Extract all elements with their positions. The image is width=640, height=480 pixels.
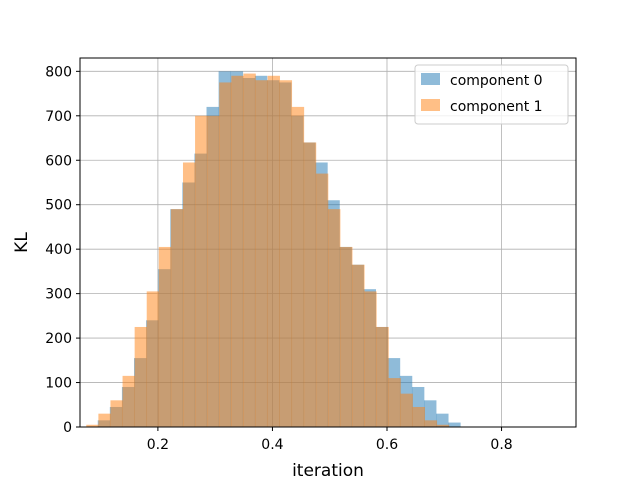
histogram-bar-component-1 [146,291,160,427]
histogram-bar-component-1 [134,326,148,427]
histogram-bar-component-1 [110,400,123,427]
legend: component 0 component 1 [414,64,569,125]
y-tick-label: 100 [45,376,72,392]
histogram-bar-component-1 [315,173,329,427]
y-tick-label: 700 [45,109,72,125]
histogram-bar-component-1 [291,106,305,427]
histogram-bar-component-1 [412,406,425,427]
histogram-bar-component-1 [267,75,280,427]
histogram-bar-component-1 [279,80,293,427]
histogram-bar-component-1 [231,75,244,427]
histogram-bar-component-1 [340,246,353,427]
y-tick-label: 0 [63,420,72,436]
histogram-bar-component-1 [255,80,268,427]
histogram-bar-component-1 [207,115,220,428]
histogram-bar-component-1 [436,424,450,427]
histogram-bar-component-1 [170,209,184,427]
x-tick-label: 0.2 [147,437,169,453]
x-tick-label: 0.4 [261,437,283,453]
y-tick-label: 400 [45,242,72,258]
y-tick-label: 300 [45,287,72,303]
histogram-bar-component-1 [98,413,111,427]
y-tick-label: 200 [45,331,72,347]
histogram-bar-component-1 [86,424,99,427]
histogram-bar-component-1 [195,115,208,428]
y-axis-ticks: 0 100 200 300 400 500 600 700 800 [45,64,80,436]
histogram-bar-component-1 [400,393,413,427]
histogram-bar-component-1 [352,264,365,427]
histogram-bar-component-1 [364,291,377,427]
histogram-bar-component-1 [328,209,341,427]
legend-label-component-0: component 0 [450,73,543,89]
plot-frame [79,57,577,428]
x-axis-label: iteration [292,461,364,480]
histogram-bar-component-1 [219,82,232,427]
series-component-1 [86,73,450,428]
legend-box [414,64,569,125]
histogram-bar-component-1 [158,246,172,427]
x-axis-ticks: 0.2 0.4 0.6 0.8 [147,427,513,453]
legend-swatch-component-0 [421,73,440,85]
y-tick-label: 600 [45,153,72,169]
histogram-bar-component-1 [122,375,135,427]
y-tick-label: 500 [45,198,72,214]
histogram-bar-component-0 [436,413,449,427]
histogram-bar-component-1 [182,162,196,428]
legend-label-component-1: component 1 [450,99,543,115]
y-tick-label: 800 [45,64,72,80]
histogram-bar-component-1 [376,326,389,427]
x-tick-label: 0.8 [490,437,512,453]
histogram-bar-component-1 [424,420,438,427]
histogram-bar-component-1 [303,142,317,427]
histogram-bar-component-1 [243,73,256,427]
y-axis-label: KL [12,232,32,253]
x-tick-label: 0.6 [376,437,398,453]
histogram-bar-component-1 [388,378,401,427]
legend-swatch-component-1 [421,99,440,111]
histogram-bar-component-0 [448,422,461,427]
